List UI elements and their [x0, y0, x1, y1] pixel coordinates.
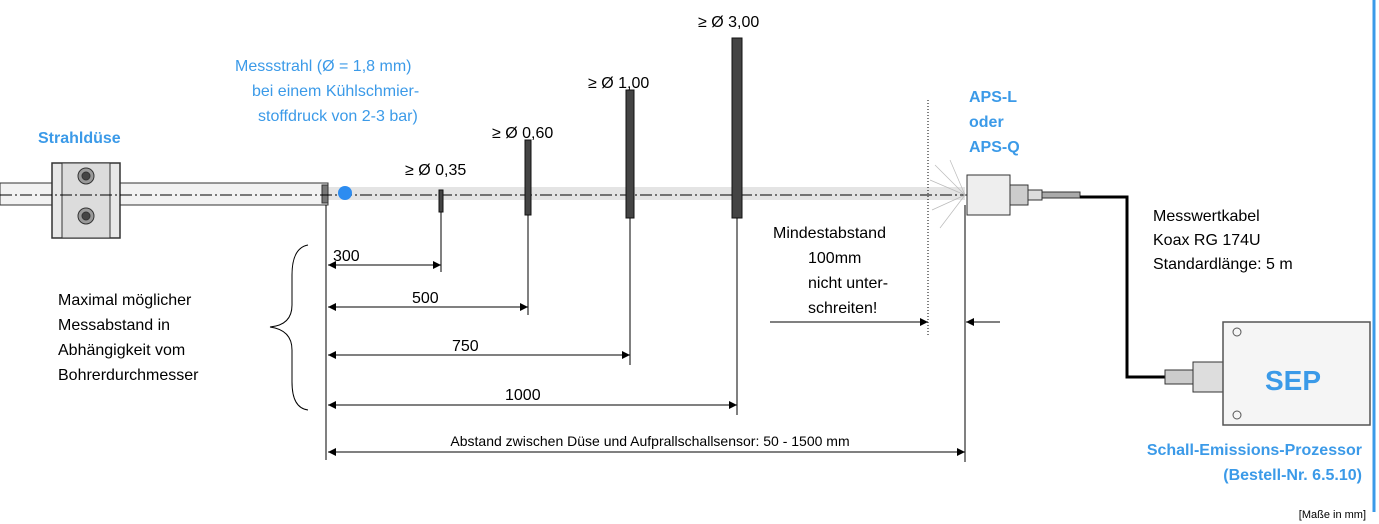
drill-label: ≥ Ø 0,60	[492, 125, 553, 142]
min-distance: Mindestabstand	[773, 225, 886, 242]
total-distance: Abstand zwischen Düse und Aufprallschall…	[450, 433, 849, 449]
range-note: Abhängigkeit vom	[58, 342, 185, 359]
processor-short: SEP	[1265, 365, 1321, 396]
processor-label: (Bestell-Nr. 6.5.10)	[1223, 467, 1362, 484]
range-note: Maximal möglicher	[58, 292, 192, 309]
nozzle	[0, 162, 329, 239]
processor-connector	[1164, 361, 1224, 393]
beam	[328, 187, 965, 200]
jet-line: stoffdruck von 2-3 bar)	[258, 108, 418, 125]
sensor-label: APS-Q	[969, 139, 1020, 156]
dimension-label: 500	[412, 290, 439, 307]
processor-label: Schall-Emissions-Prozessor	[1147, 442, 1362, 459]
cable-label: Koax RG 174U	[1153, 232, 1261, 249]
cable-label: Standardlänge: 5 m	[1153, 256, 1293, 273]
dimension-label: 1000	[505, 387, 541, 404]
processor	[1222, 321, 1371, 426]
min-distance: schreiten!	[808, 300, 877, 317]
range-note: Messabstand in	[58, 317, 170, 334]
drills	[438, 37, 743, 219]
cable	[1080, 195, 1165, 379]
jet-line: bei einem Kühlschmier-	[252, 83, 419, 100]
jet-dot	[338, 186, 352, 200]
range-note: Bohrerdurchmesser	[58, 367, 199, 384]
cable-label: Messwertkabel	[1153, 208, 1260, 225]
dimension-label: 300	[333, 248, 360, 265]
drill-label: ≥ Ø 1,00	[588, 75, 649, 92]
sensor-label: APS-L	[969, 89, 1017, 106]
jet-line: Messstrahl (Ø = 1,8 mm)	[235, 58, 411, 75]
jet-label: Messstrahl (Ø = 1,8 mm) bei einem Kühlsc…	[235, 58, 419, 125]
dimensions	[269, 100, 1000, 462]
sensor	[966, 174, 1081, 216]
min-distance: 100mm	[808, 250, 861, 267]
min-distance: nicht unter-	[808, 275, 888, 292]
splash	[929, 159, 966, 229]
drill-label: ≥ Ø 0,35	[405, 162, 466, 179]
nozzle-label: Strahldüse	[38, 130, 121, 147]
dimension-label: 750	[452, 338, 479, 355]
drill-label: ≥ Ø 3,00	[698, 14, 759, 31]
sensor-label: oder	[969, 114, 1004, 131]
units-note: [Maße in mm]	[1299, 509, 1366, 521]
